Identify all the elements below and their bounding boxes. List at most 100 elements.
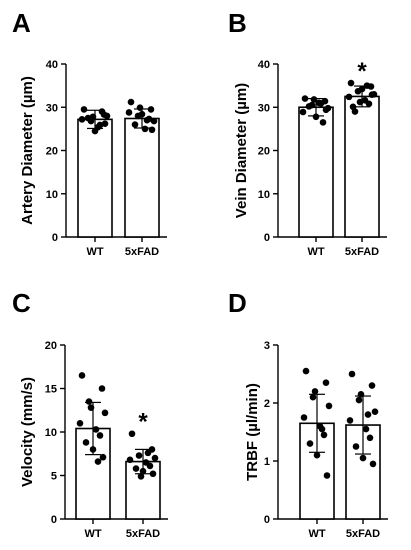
y-tick-label: 40	[46, 59, 58, 71]
data-point	[149, 470, 157, 478]
y-tick-label: 5	[51, 471, 57, 483]
data-point	[322, 106, 330, 114]
x-tick-label: WT	[307, 246, 324, 258]
bar	[298, 106, 334, 238]
data-point	[300, 414, 308, 421]
data-point	[126, 456, 134, 464]
y-tick-label: 2	[264, 398, 270, 410]
data-point	[101, 409, 109, 417]
panel-letter: C	[12, 288, 31, 318]
panel-c: C 0 5 10 15 20 Velocity (mm/s) WT 5xFAD *	[12, 288, 168, 540]
y-axis-label: Velocity (mm/s)	[19, 377, 36, 487]
y-tick-label: 20	[258, 146, 270, 158]
data-point	[147, 106, 155, 113]
y-tick-label: 3	[264, 340, 270, 352]
data-point	[96, 432, 104, 439]
data-point	[78, 116, 86, 123]
x-tick-label: 5xFAD	[346, 528, 380, 540]
x-tick-label: 5xFAD	[345, 246, 379, 258]
data-point	[143, 116, 151, 124]
significance-star: *	[357, 58, 367, 85]
data-point	[84, 114, 92, 122]
data-point	[368, 91, 376, 99]
y-tick-label: 0	[264, 514, 270, 526]
data-point	[345, 93, 353, 101]
data-point	[352, 443, 360, 450]
data-point	[309, 393, 317, 401]
data-point	[364, 411, 372, 418]
data-point	[319, 119, 327, 126]
data-point	[318, 425, 326, 433]
data-point	[301, 95, 309, 102]
x-tick-label: 5xFAD	[125, 246, 159, 258]
y-tick-label: 10	[258, 189, 270, 201]
y-tick-label: 10	[45, 427, 57, 439]
panel-letter: B	[228, 8, 247, 38]
data-point	[349, 103, 357, 111]
data-point	[99, 453, 107, 461]
data-point	[144, 449, 152, 457]
panel-b: B 0 10 20 30 40 Vein Diameter (µm) WT 5xFAD *	[228, 8, 387, 258]
y-tick-label: 10	[46, 189, 58, 201]
data-point	[103, 112, 111, 120]
y-tick-label: 0	[51, 514, 57, 526]
data-point	[369, 460, 377, 468]
data-point	[357, 391, 365, 398]
data-point	[128, 430, 136, 438]
panel-letter: D	[228, 288, 247, 318]
data-point	[362, 425, 370, 433]
significance-star: *	[138, 409, 148, 436]
bar	[77, 118, 113, 238]
x-tick-label: 5xFAD	[126, 528, 160, 540]
y-tick-label: 20	[45, 340, 57, 352]
y-axis-label: TRBF (µl/min)	[244, 383, 261, 481]
data-point	[76, 420, 84, 427]
data-point	[87, 404, 95, 411]
data-point	[306, 440, 314, 447]
data-point	[89, 113, 97, 121]
data-point	[89, 446, 97, 453]
data-point	[347, 79, 355, 87]
data-point	[92, 426, 100, 433]
data-point	[305, 103, 313, 110]
panel-a: A 0 10 20 30 40 Artery Diameter (µm) WT 5xFAD	[12, 8, 167, 258]
y-tick-label: 20	[46, 146, 58, 158]
data-point	[127, 98, 135, 106]
data-point	[355, 396, 363, 404]
data-point	[136, 104, 144, 111]
data-point	[132, 465, 140, 472]
data-point	[101, 120, 109, 127]
x-tick-label: WT	[86, 246, 103, 258]
data-point	[363, 82, 371, 89]
y-tick-label: 30	[258, 102, 270, 114]
y-tick-label: 30	[46, 102, 58, 114]
data-point	[312, 113, 320, 121]
data-point	[82, 439, 90, 446]
y-axis-label: Artery Diameter (µm)	[19, 76, 36, 225]
data-point	[141, 125, 149, 133]
data-point	[317, 100, 325, 107]
panel-d: D 0 1 2 3 TRBF (µl/min) WT 5xFAD	[228, 288, 388, 540]
data-point	[310, 96, 318, 103]
data-point	[348, 370, 356, 378]
data-point	[138, 110, 146, 118]
data-point	[125, 109, 133, 116]
data-point	[368, 382, 376, 389]
data-point	[150, 117, 158, 125]
data-point	[96, 121, 104, 129]
data-point	[313, 451, 321, 459]
x-tick-label: WT	[308, 528, 325, 540]
y-tick-label: 1	[264, 456, 270, 468]
data-point	[139, 467, 147, 475]
data-point	[365, 100, 373, 108]
data-point	[346, 417, 354, 424]
y-tick-label: 40	[258, 59, 270, 71]
y-tick-label: 0	[52, 232, 58, 244]
bar	[124, 117, 160, 238]
data-point	[356, 98, 364, 106]
data-point	[366, 434, 374, 442]
data-point	[78, 372, 86, 379]
data-point	[322, 379, 330, 387]
data-point	[131, 121, 139, 128]
